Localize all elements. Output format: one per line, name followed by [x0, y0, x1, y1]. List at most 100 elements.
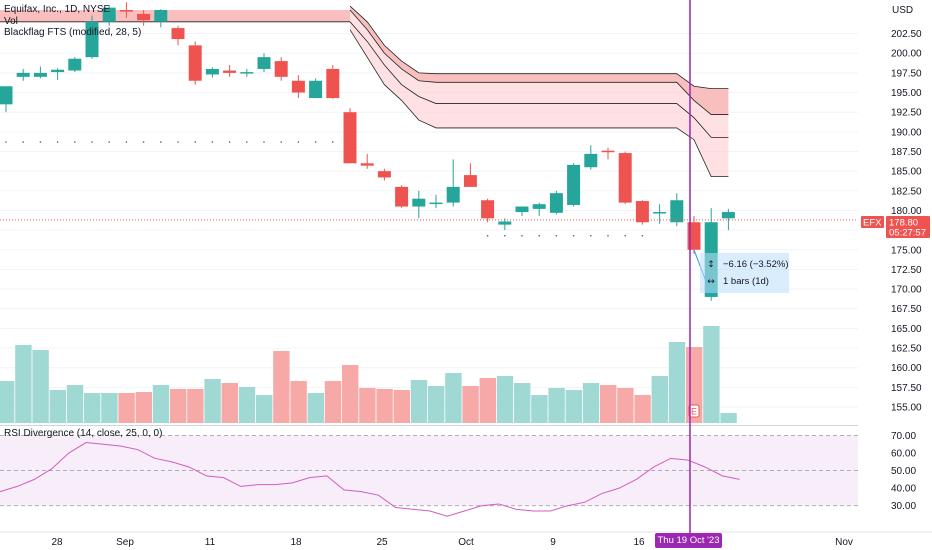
volume-bar — [496, 376, 514, 423]
volume-bars — [0, 326, 737, 423]
candle-body — [446, 186, 460, 203]
band-dot — [280, 141, 283, 143]
legend-indicator[interactable]: Blackflag FTS (modified, 28, 5) — [4, 27, 142, 38]
price-tick-label: 160.00 — [891, 363, 922, 374]
price-tick-label: 197.50 — [891, 68, 922, 79]
volume-bar — [531, 395, 548, 423]
volume-bar — [342, 365, 359, 423]
volume-bar — [32, 350, 49, 423]
volume-bar — [479, 378, 496, 423]
volume-bar — [651, 376, 668, 423]
candle-body — [343, 112, 357, 164]
volume-bar — [376, 389, 393, 423]
band-line-2 — [349, 21, 729, 138]
band-dot — [91, 141, 93, 143]
candle-body — [670, 200, 684, 223]
rsi-tick-label: 70.00 — [891, 431, 916, 442]
band-dot — [641, 234, 644, 237]
volume-bar — [204, 379, 221, 423]
band-dot — [314, 141, 317, 143]
band-dot — [160, 141, 162, 143]
earnings-marker: E — [688, 404, 700, 418]
rsi-line — [0, 442, 740, 517]
volume-bar — [582, 383, 600, 423]
volume-bar — [634, 395, 651, 423]
band-dot — [521, 234, 523, 237]
volume-bar — [101, 393, 118, 423]
candle-body — [205, 68, 219, 75]
candle-body — [549, 193, 563, 213]
price-tick-label: 190.00 — [891, 127, 922, 138]
candle-body — [584, 153, 598, 168]
volume-bar — [548, 388, 565, 423]
band-dot — [142, 141, 145, 143]
time-tick-label: 25 — [376, 537, 388, 548]
band-dot — [607, 234, 609, 237]
volume-bar — [221, 383, 238, 423]
price-badge-price: 178.80 — [889, 218, 918, 229]
volume-bar — [428, 386, 445, 423]
candlesticks — [0, 2, 735, 301]
volume-bar — [135, 392, 152, 423]
candle-body — [721, 212, 735, 219]
legend-volume[interactable]: Vol — [4, 16, 18, 27]
volume-bar — [324, 381, 342, 423]
rsi-tick-label: 40.00 — [891, 484, 916, 495]
measure-tooltip: ↕ −6.16 (−3.52%) ↔ 1 bars (1d) — [700, 253, 789, 293]
volume-bar — [445, 373, 462, 423]
time-tick-label: 18 — [290, 537, 302, 548]
candle-body — [532, 204, 546, 209]
volume-bar — [0, 381, 15, 423]
volume-bar — [152, 385, 170, 423]
band-dot — [177, 141, 179, 143]
time-tick-label: Oct — [458, 537, 474, 548]
price-badge-symbol: EFX — [863, 218, 882, 229]
time-tick-label: 16 — [633, 537, 645, 548]
candle-body — [360, 163, 374, 166]
price-tick-label: 202.50 — [891, 29, 922, 40]
band-dot — [211, 141, 214, 143]
band-dot — [228, 141, 231, 143]
candle-body — [326, 68, 340, 99]
candle-body — [188, 45, 202, 81]
band-dot — [125, 141, 128, 143]
volume-bar — [565, 390, 582, 423]
candle-body — [601, 150, 615, 153]
time-tick-label: 28 — [51, 537, 63, 548]
currency-label[interactable]: USD — [892, 5, 914, 16]
price-tick-label: 180.00 — [891, 206, 922, 217]
band-dot — [108, 141, 110, 143]
price-badge-symbol-bg — [861, 216, 884, 228]
measure-bars: 1 bars (1d) — [723, 276, 769, 287]
volume-bar — [703, 326, 720, 423]
legend-rsi[interactable]: RSI Divergence (14, close, 25, 0, 0) — [4, 428, 163, 439]
band-dot — [624, 234, 626, 237]
candle-body — [463, 175, 477, 187]
volume-bar — [15, 345, 32, 423]
volume-bar — [238, 387, 256, 423]
volume-bar — [617, 388, 634, 423]
volume-bar — [307, 393, 324, 423]
legend-symbol[interactable]: Equifax, Inc., 1D, NYSE — [4, 4, 111, 15]
candle-body — [653, 212, 667, 214]
volume-bar — [49, 390, 66, 423]
price-tick-label: 167.50 — [891, 304, 922, 315]
candle-body — [618, 153, 632, 203]
price-tick-label: 182.50 — [891, 186, 922, 197]
band-dot — [246, 141, 248, 143]
volume-bar — [393, 390, 410, 423]
rsi-tick-label: 60.00 — [891, 449, 916, 460]
candle-body — [171, 28, 185, 40]
price-tick-label: 185.00 — [891, 167, 922, 178]
price-tick-label: 172.50 — [891, 265, 922, 276]
candle-body — [395, 186, 409, 207]
candle-body — [85, 21, 99, 58]
volume-bar — [720, 413, 737, 423]
price-tick-label: 200.00 — [891, 49, 922, 60]
price-tick-label: 155.00 — [891, 402, 922, 413]
price-tick-label: 162.50 — [891, 344, 922, 355]
price-tick-label: 195.00 — [891, 88, 922, 99]
band-dot — [39, 141, 42, 143]
volume-bar — [66, 385, 84, 423]
